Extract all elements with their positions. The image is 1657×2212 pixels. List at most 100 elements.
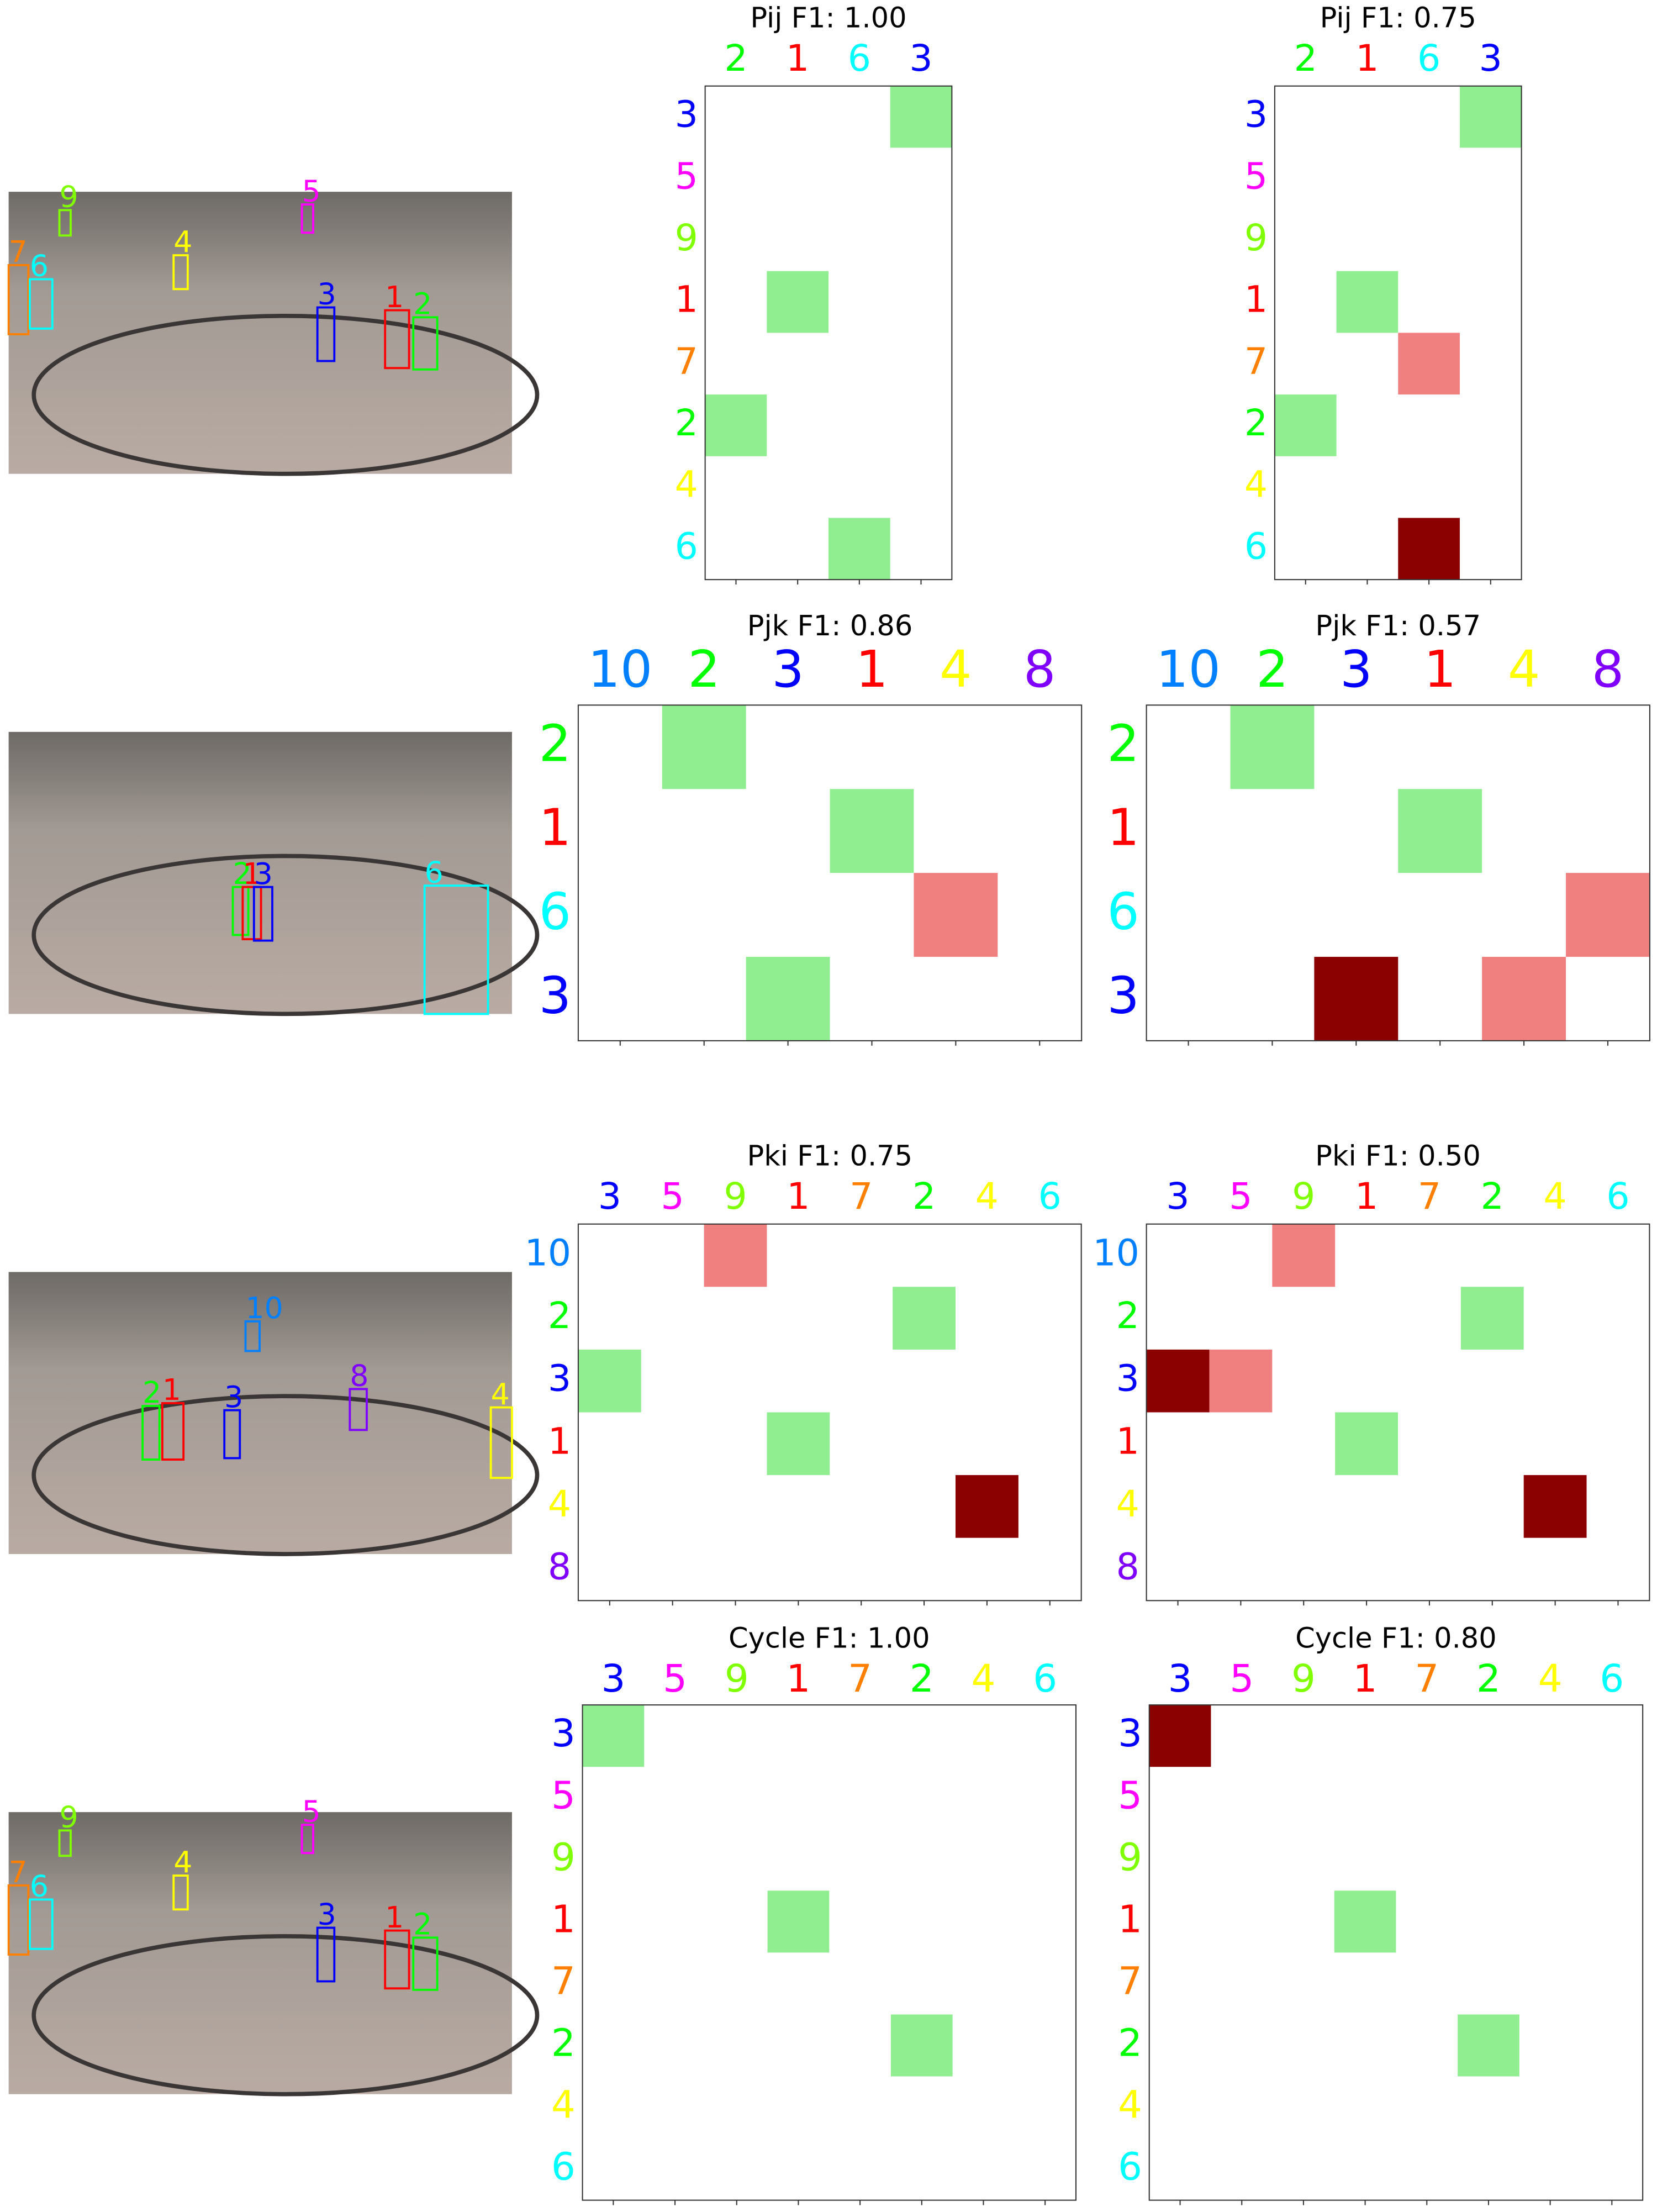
person-id: 4 — [173, 1845, 192, 1879]
row-label: 1 — [551, 1897, 576, 1941]
cell — [1482, 956, 1566, 1041]
column-label: 7 — [848, 1657, 872, 1701]
column-label: 5 — [1229, 1175, 1252, 1218]
cell — [1146, 1349, 1210, 1413]
column-label: 1 — [856, 640, 888, 699]
cell — [662, 705, 746, 789]
plot-title: Pij F1: 0.75 — [1320, 2, 1476, 35]
cell — [767, 1412, 830, 1476]
row-label: 1 — [675, 278, 698, 321]
cell — [828, 518, 890, 580]
plot-title: Pjk F1: 0.86 — [747, 610, 913, 642]
row-label: 4 — [548, 1482, 571, 1525]
row-label: 1 — [1244, 278, 1268, 321]
column-label: 5 — [661, 1175, 684, 1218]
row-label: 2 — [675, 401, 698, 444]
row-label: 9 — [1244, 216, 1268, 259]
row-label: 10 — [1093, 1231, 1139, 1274]
row-label: 3 — [539, 966, 571, 1025]
row-label: 8 — [1116, 1545, 1139, 1588]
person-id: 3 — [318, 277, 336, 312]
person-box — [316, 306, 336, 362]
row-label: 2 — [539, 714, 571, 773]
person-box — [29, 278, 54, 330]
column-label: 10 — [588, 640, 652, 699]
person-box — [231, 886, 250, 936]
cell — [1398, 518, 1460, 580]
column-label: 2 — [1481, 1175, 1504, 1218]
plot-title: Pij F1: 1.00 — [750, 2, 906, 35]
column-label: 1 — [1355, 1175, 1378, 1218]
column-label: 6 — [1417, 36, 1440, 80]
person-id: 1 — [385, 280, 404, 314]
person-box — [412, 316, 439, 371]
floor-ring — [31, 1934, 540, 2097]
cell — [890, 2014, 953, 2077]
row-label: 4 — [1118, 2083, 1142, 2127]
row-label: 6 — [675, 524, 698, 567]
column-label: 2 — [910, 1657, 934, 1701]
cell — [705, 394, 767, 456]
column-label: 6 — [1038, 1175, 1062, 1218]
cell — [1230, 705, 1315, 789]
cell — [1398, 789, 1482, 873]
row-label: 2 — [1244, 401, 1268, 444]
row-label: 1 — [1116, 1419, 1139, 1462]
person-id: 6 — [30, 249, 49, 283]
column-label: 6 — [1606, 1175, 1629, 1218]
person-id: 6 — [425, 855, 444, 889]
column-label: 8 — [1592, 640, 1624, 699]
cell — [1398, 333, 1460, 395]
column-label: 4 — [975, 1175, 999, 1218]
column-label: 7 — [1418, 1175, 1441, 1218]
cell — [893, 1287, 956, 1350]
person-box — [223, 1409, 241, 1460]
column-label: 7 — [849, 1175, 873, 1218]
column-label: 3 — [601, 1657, 625, 1701]
floor-ring — [31, 313, 540, 476]
person-box — [7, 264, 30, 335]
person-id: 10 — [245, 1291, 283, 1325]
column-label: 4 — [940, 640, 972, 699]
person-id: 4 — [173, 224, 192, 259]
row-label: 4 — [1244, 463, 1268, 506]
column-label: 9 — [724, 1175, 747, 1218]
person-box — [349, 1388, 368, 1431]
plot-title: Pki F1: 0.50 — [1315, 1140, 1481, 1173]
plot-title: Cycle F1: 0.80 — [1295, 1623, 1497, 1655]
person-id: 1 — [162, 1372, 181, 1407]
row-label: 3 — [548, 1357, 571, 1400]
floor-ring — [31, 1394, 540, 1556]
column-label: 10 — [1156, 640, 1221, 699]
person-id: 1 — [385, 1900, 404, 1935]
column-label: 5 — [1229, 1657, 1254, 1701]
row-label: 6 — [1244, 524, 1268, 567]
scene-image: 9 5 4 7 6 3 1 2 — [7, 173, 540, 476]
cell — [1149, 1705, 1211, 1767]
row-label: 5 — [1118, 1773, 1142, 1818]
column-label: 4 — [1544, 1175, 1567, 1218]
floor-ring — [31, 854, 540, 1017]
plot-title: Pjk F1: 0.57 — [1315, 610, 1481, 642]
axes-frame — [577, 704, 1083, 1041]
column-label: 3 — [1340, 640, 1372, 699]
column-label: 1 — [1353, 1657, 1378, 1701]
person-id: 7 — [9, 234, 28, 269]
cell — [582, 1705, 645, 1767]
row-label: 3 — [675, 93, 698, 136]
photo — [8, 192, 512, 474]
cell — [704, 1224, 767, 1287]
row-label: 8 — [548, 1545, 571, 1588]
cell — [1459, 86, 1522, 148]
column-label: 3 — [909, 36, 932, 80]
column-label: 2 — [724, 36, 747, 80]
column-label: 4 — [1538, 1657, 1563, 1701]
person-id: 7 — [9, 1855, 28, 1889]
person-box — [29, 1898, 54, 1950]
column-label: 2 — [1476, 1657, 1501, 1701]
column-label: 3 — [1479, 36, 1502, 80]
person-id: 2 — [143, 1375, 161, 1410]
